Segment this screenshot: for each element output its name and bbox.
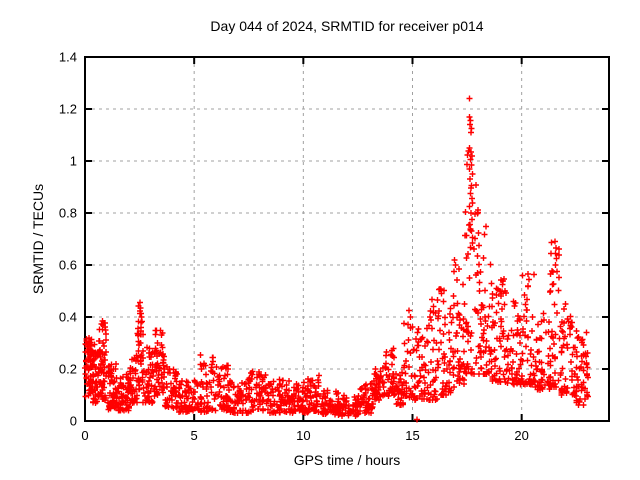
y-tick-label: 0.8 — [59, 206, 77, 221]
y-tick-label: 0.4 — [59, 310, 77, 325]
grid-lines — [85, 57, 609, 421]
y-tick-label: 1 — [70, 154, 77, 169]
axis-ticks — [84, 56, 609, 422]
x-tick-label: 0 — [81, 428, 88, 443]
y-tick-label: 1.4 — [59, 50, 77, 65]
x-tick-label: 5 — [191, 428, 198, 443]
chart-title: Day 044 of 2024, SRMTID for receiver p01… — [210, 18, 484, 34]
x-tick-label: 20 — [514, 428, 528, 443]
y-tick-label: 0 — [70, 414, 77, 429]
y-tick-label: 0.2 — [59, 362, 77, 377]
plot-border — [84, 56, 610, 422]
x-axis-label: GPS time / hours — [293, 452, 401, 468]
x-tick-labels: 0 5 10 15 20 — [81, 428, 529, 443]
y-tick-labels: 0 0.2 0.4 0.6 0.8 1 1.2 1.4 — [59, 50, 77, 429]
x-tick-label: 10 — [296, 428, 310, 443]
y-tick-label: 1.2 — [59, 102, 77, 117]
y-tick-label: 0.6 — [59, 258, 77, 273]
x-tick-label: 15 — [405, 428, 419, 443]
scatter-points — [82, 95, 591, 423]
